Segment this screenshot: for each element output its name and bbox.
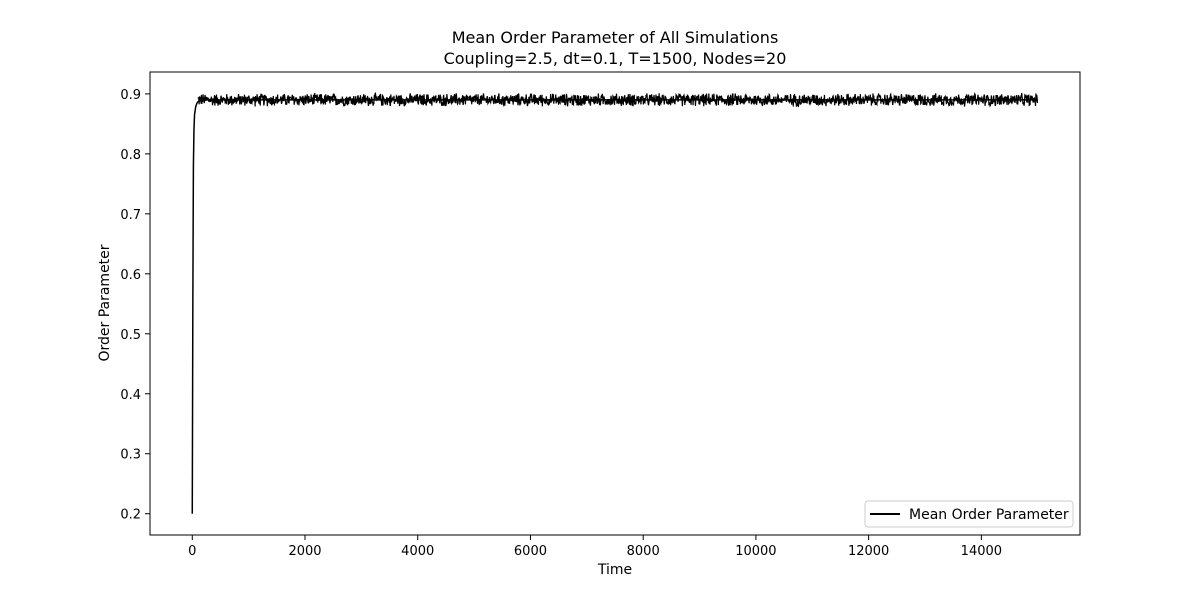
x-tick-label: 6000 bbox=[514, 544, 547, 559]
chart-subtitle: Coupling=2.5, dt=0.1, T=1500, Nodes=20 bbox=[444, 49, 787, 68]
x-tick-label: 12000 bbox=[848, 544, 889, 559]
legend: Mean Order Parameter bbox=[864, 500, 1074, 528]
x-tick-label: 2000 bbox=[288, 544, 321, 559]
y-axis-ticks: 0.2 0.3 0.4 0.5 0.6 0.7 0.8 0.9 bbox=[120, 88, 150, 523]
legend-box bbox=[864, 500, 1074, 528]
x-tick-label: 14000 bbox=[961, 544, 1002, 559]
x-tick-label: 8000 bbox=[627, 544, 660, 559]
y-tick-label: 0.2 bbox=[120, 508, 141, 523]
series-line-noise bbox=[197, 91, 1039, 108]
x-axis-label: Time bbox=[597, 562, 632, 578]
x-axis-ticks: 0 2000 4000 6000 8000 10000 12000 14000 bbox=[188, 535, 1002, 559]
x-tick-label: 4000 bbox=[401, 544, 434, 559]
y-axis-label: Order Parameter bbox=[97, 244, 113, 361]
x-tick-label: 0 bbox=[188, 544, 196, 559]
plot-area-frame bbox=[149, 71, 1081, 536]
chart-title: Mean Order Parameter of All Simulations bbox=[452, 28, 779, 47]
y-tick-label: 0.4 bbox=[120, 388, 141, 403]
y-tick-label: 0.3 bbox=[120, 448, 141, 463]
y-tick-label: 0.6 bbox=[120, 268, 141, 283]
y-tick-label: 0.9 bbox=[120, 88, 141, 103]
x-tick-label: 10000 bbox=[735, 544, 776, 559]
series-line-group bbox=[191, 91, 1039, 514]
y-tick-label: 0.7 bbox=[120, 208, 141, 223]
y-tick-label: 0.5 bbox=[120, 328, 141, 343]
y-tick-label: 0.8 bbox=[120, 148, 141, 163]
legend-label: Mean Order Parameter bbox=[909, 507, 1069, 523]
